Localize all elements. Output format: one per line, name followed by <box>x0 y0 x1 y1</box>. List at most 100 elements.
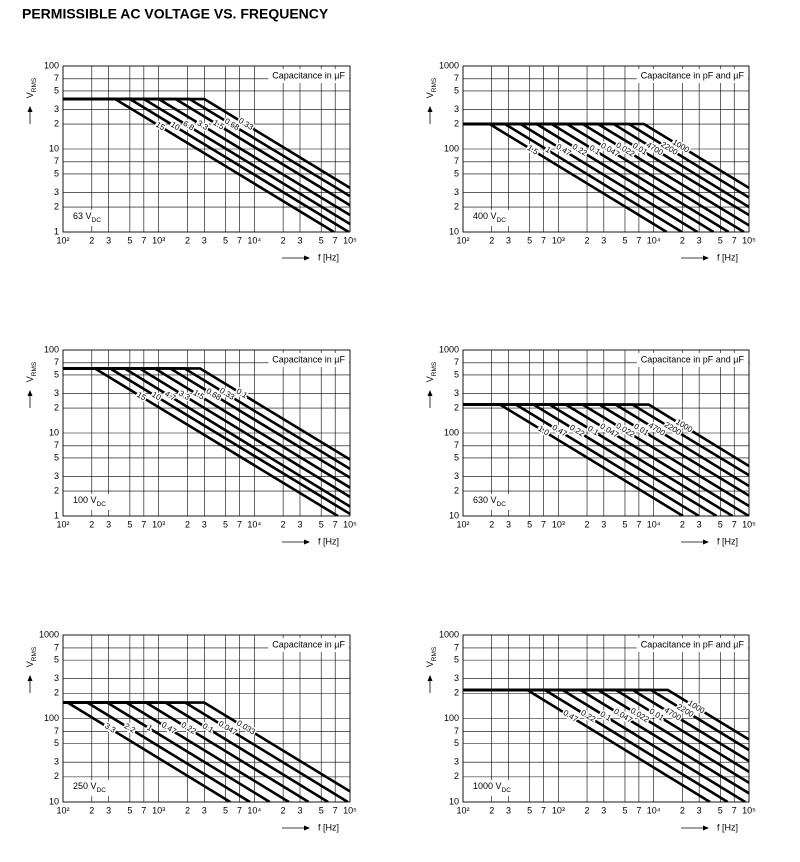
capacitance-curve <box>463 688 749 784</box>
y-tick-label: 2 <box>54 201 59 211</box>
y-tick-label: 1000 <box>439 344 459 354</box>
x-tick-label: 10⁴ <box>647 805 661 815</box>
y-tick-label: 100 <box>44 60 59 70</box>
y-tick-label: 7 <box>454 726 459 736</box>
y-tick-label: 7 <box>54 440 59 450</box>
capacitance-curve <box>63 367 339 516</box>
y-tick-label: 3 <box>454 757 459 767</box>
y-arrow-head <box>27 675 33 681</box>
x-tick-label: 3 <box>202 235 207 245</box>
x-tick-label: 2 <box>585 235 590 245</box>
x-tick-label: 7 <box>732 235 737 245</box>
x-arrow-head <box>304 825 310 831</box>
y-tick-label: 2 <box>454 485 459 495</box>
x-tick-label: 3 <box>601 805 606 815</box>
x-tick-label: 5 <box>127 519 132 529</box>
legend-title: Capacitance in pF and µF <box>641 639 745 649</box>
y-tick-label: 3 <box>54 187 59 197</box>
y-tick-label: 5 <box>54 168 59 178</box>
capacitance-curve <box>463 403 749 468</box>
x-tick-label: 2 <box>185 519 190 529</box>
x-axis-label: f [Hz] <box>318 822 339 832</box>
legend-box <box>268 69 349 83</box>
note-text: 630 V <box>473 495 497 505</box>
x-tick-label: 7 <box>237 519 242 529</box>
note-sub: DC <box>497 217 507 224</box>
chart: 10² 2 3 5 7 10³ 2 3 5 7 10⁴ 2 3 5 7 10⁵1023571002357100… <box>425 629 756 832</box>
x-tick-label: 3 <box>297 235 302 245</box>
y-tick-label: 10 <box>449 510 459 520</box>
capacitance-curve <box>63 701 251 802</box>
x-tick-label: 2 <box>585 519 590 529</box>
y-tick-label: 3 <box>454 471 459 481</box>
curves <box>463 688 749 802</box>
x-tick-label: 3 <box>601 519 606 529</box>
y-tick-label: 3 <box>454 187 459 197</box>
x-tick-label: 5 <box>527 235 532 245</box>
note-text: 1000 V <box>473 781 502 791</box>
x-tick-label: 2 <box>680 519 685 529</box>
y-tick-label: 2 <box>454 201 459 211</box>
x-axis-label: f [Hz] <box>717 536 738 546</box>
note-text: 400 V <box>473 211 497 221</box>
x-tick-label: 2 <box>489 805 494 815</box>
x-tick-label: 5 <box>223 519 228 529</box>
x-tick-label: 7 <box>541 805 546 815</box>
x-tick-label: 10³ <box>152 805 165 815</box>
y-tick-label: 7 <box>454 440 459 450</box>
x-tick-label: 7 <box>141 805 146 815</box>
capacitance-curve <box>63 97 335 232</box>
x-tick-label: 5 <box>527 805 532 815</box>
capacitance-curve <box>463 403 749 488</box>
x-arrow-head <box>304 539 310 545</box>
x-tick-label: 5 <box>718 805 723 815</box>
y-tick-label: 7 <box>54 73 59 83</box>
x-tick-label: 7 <box>636 235 641 245</box>
note-text: 250 V <box>73 781 97 791</box>
y-tick-label: 3 <box>54 104 59 114</box>
x-tick-label: 5 <box>718 235 723 245</box>
y-tick-label: 2 <box>454 118 459 128</box>
chart: 10² 2 3 5 7 10³ 2 3 5 7 10⁴ 2 3 5 7 10⁵12357102357100Ca… <box>25 60 357 262</box>
x-tick-label: 2 <box>89 235 94 245</box>
x-tick-label: 10² <box>56 235 69 245</box>
x-axis-label: f [Hz] <box>318 252 339 262</box>
y-label-sub: RMS <box>31 361 38 376</box>
y-tick-label: 1 <box>54 226 59 236</box>
x-tick-label: 5 <box>319 805 324 815</box>
x-tick-label: 7 <box>541 519 546 529</box>
x-tick-label: 5 <box>127 235 132 245</box>
x-tick-label: 3 <box>506 235 511 245</box>
x-tick-label: 2 <box>185 235 190 245</box>
capacitance-curve <box>463 403 684 516</box>
y-tick-label: 100 <box>44 713 59 723</box>
y-axis-label: VRMS <box>425 361 437 382</box>
y-axis-label: VRMS <box>25 646 37 667</box>
y-tick-label: 7 <box>54 642 59 652</box>
capacitance-curve <box>63 701 231 802</box>
x-tick-label: 10⁵ <box>742 805 756 815</box>
note-box <box>69 780 111 796</box>
chart: 10² 2 3 5 7 10³ 2 3 5 7 10⁴ 2 3 5 7 10⁵1023571002357100… <box>425 60 756 262</box>
y-tick-label: 10 <box>49 796 59 806</box>
y-tick-label: 2 <box>54 485 59 495</box>
y-tick-label: 5 <box>54 85 59 95</box>
y-tick-label: 5 <box>454 655 459 665</box>
chart: 10² 2 3 5 7 10³ 2 3 5 7 10⁴ 2 3 5 7 10⁵12357102357100Ca… <box>25 344 357 546</box>
capacitance-curve <box>63 97 350 198</box>
x-tick-label: 7 <box>541 235 546 245</box>
y-arrow-head <box>427 390 433 396</box>
legend-title: Capacitance in µF <box>272 70 345 80</box>
x-tick-label: 2 <box>585 805 590 815</box>
x-tick-label: 10⁵ <box>343 235 357 245</box>
y-tick-label: 7 <box>454 357 459 367</box>
y-axis-label: VRMS <box>425 77 437 98</box>
x-tick-label: 10² <box>456 519 469 529</box>
legend-box <box>636 353 748 367</box>
voltage-note: 400 VDC <box>473 211 506 223</box>
capacitance-curve <box>63 97 350 189</box>
y-tick-label: 3 <box>54 757 59 767</box>
x-tick-label: 3 <box>601 235 606 245</box>
x-axis-label: f [Hz] <box>318 536 339 546</box>
note-sub: DC <box>497 501 507 508</box>
